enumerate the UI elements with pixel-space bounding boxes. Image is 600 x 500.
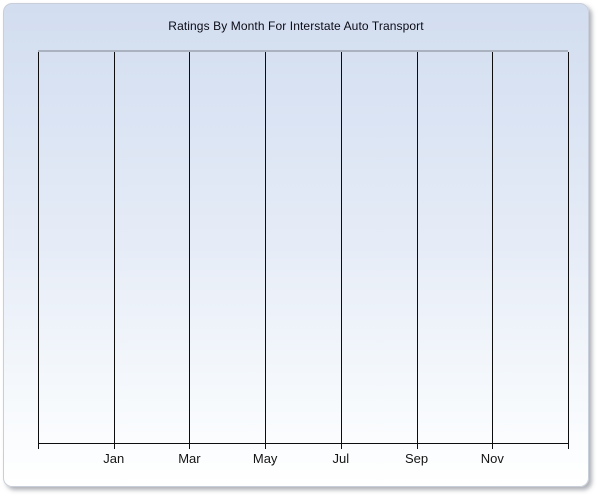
x-axis-tick-label: May <box>252 451 278 466</box>
x-axis-tick-label: Sep <box>404 451 429 466</box>
vertical-gridline <box>38 52 39 449</box>
vertical-gridline <box>568 52 569 449</box>
vertical-gridline <box>113 52 115 449</box>
x-axis-labels: Jan Mar May Jul Sep Nov <box>38 451 568 469</box>
x-axis-tick-label: Mar <box>178 451 201 466</box>
x-axis-line <box>38 443 569 444</box>
plot-area <box>38 50 569 449</box>
x-axis-tick-label: Jul <box>332 451 350 466</box>
chart-title: Ratings By Month For Interstate Auto Tra… <box>168 19 424 33</box>
vertical-gridline <box>265 52 267 449</box>
vertical-gridline <box>492 52 494 449</box>
vertical-gridline <box>189 52 191 449</box>
vertical-gridline <box>416 52 418 449</box>
x-axis-tick-label: Nov <box>480 451 504 466</box>
vertical-gridline <box>340 52 342 449</box>
x-axis-tick-label: Jan <box>103 451 125 466</box>
chart-panel: Ratings By Month For Interstate Auto Tra… <box>3 3 589 487</box>
